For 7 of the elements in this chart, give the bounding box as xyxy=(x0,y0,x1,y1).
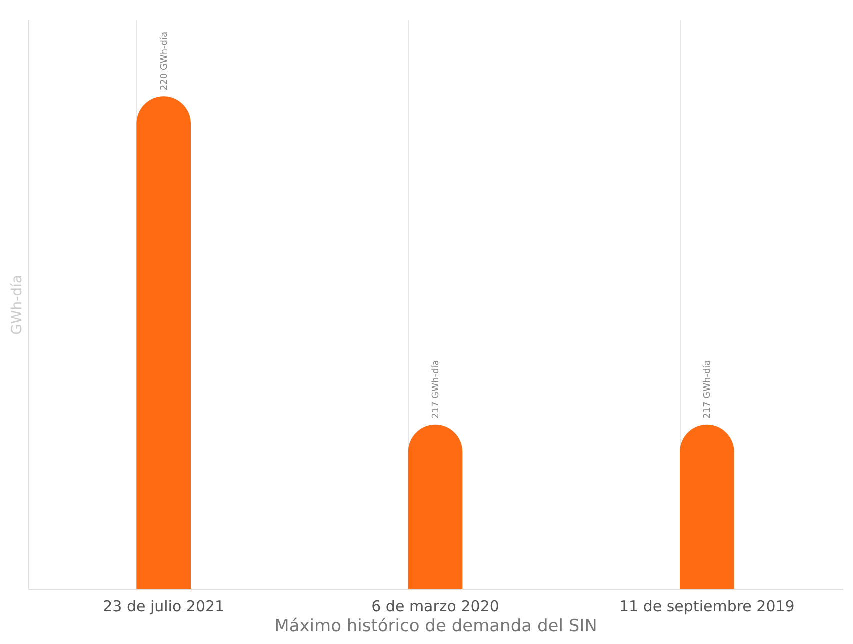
x-tick-label: 6 de marzo 2020 xyxy=(372,598,500,616)
data-label: 220 GWh-día xyxy=(158,32,170,91)
x-tick-label: 23 de julio 2021 xyxy=(103,598,225,616)
data-label: 217 GWh-día xyxy=(702,360,714,419)
data-label: 217 GWh-día xyxy=(430,360,442,419)
x-axis-title: Máximo histórico de demanda del SIN xyxy=(274,616,598,636)
x-tick-label: 11 de septiembre 2019 xyxy=(619,598,795,616)
